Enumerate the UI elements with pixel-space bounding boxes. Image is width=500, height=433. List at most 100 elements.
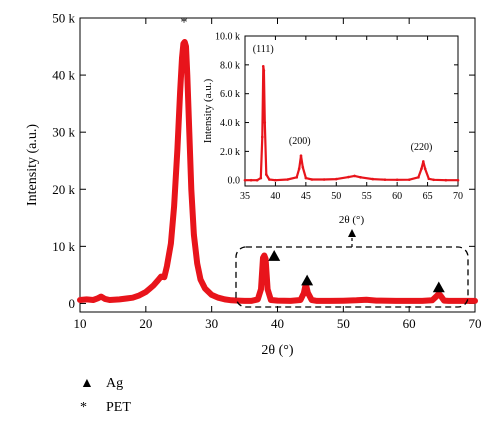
inset-x-tick-label: 55 [362,191,372,202]
main-x-tick-label: 60 [403,316,416,331]
inset-x-tick-label: 45 [301,191,311,202]
main-data-point [264,257,268,261]
inset-data-point [304,176,308,180]
main-data-point [210,293,214,297]
inset-data-point [261,135,264,139]
main-data-point [259,287,263,291]
main-y-tick-label: 0 [69,296,76,311]
main-data-point [216,296,220,300]
inset-y-tick-label: 10.0 k [215,32,240,43]
inset-data-point [395,178,399,182]
main-data-point [236,298,240,303]
main-data-point [437,292,441,296]
triangle-marker-icon: ▲ [80,376,94,391]
main-data-point [169,241,173,246]
inset-plot: 35 40 45 50 55 60 65 70 0.0 2.0 k 4.0 k 6.0 k 8.0 k 1… [202,32,463,227]
main-y-tick-label: 40 k [52,68,75,83]
inset-x-axis-label: 2θ (°) [339,214,365,226]
main-peak-annotation: * [181,16,188,31]
inset-data-point [456,178,460,182]
inset-data-point [353,174,356,178]
inset-data-point [299,154,303,158]
inset-data-point [295,176,299,179]
inset-data-point [286,178,289,181]
zoom-arrow-head-icon [348,229,356,237]
inset-data-point [268,178,271,181]
inset-data-point [359,176,362,179]
inset-data-point [427,177,431,181]
main-data-point [162,275,166,279]
main-data-point [159,275,163,279]
inset-y-tick-label: 4.0 k [220,118,240,129]
main-data-point [172,204,176,208]
main-data-point [374,298,378,303]
inset-y-tick-label: 6.0 k [220,89,240,100]
main-data-point [91,298,95,302]
inset-data-point [243,178,247,182]
main-data-point [108,298,112,302]
main-data-point [203,286,207,291]
main-data-point [131,296,135,300]
main-x-axis-label: 2θ (°) [261,343,293,358]
main-data-point [117,297,122,302]
main-data-point [256,297,260,302]
main-data-point [289,299,293,303]
main-data-point [302,291,306,295]
overlay [235,229,469,308]
inset-y-tick-label: 0.0 [228,176,241,187]
main-data-point [152,283,156,287]
main-ag-peak-marker [268,250,281,261]
main-data-point [137,293,141,298]
inset-background [245,36,458,186]
inset-data-point [334,177,338,181]
main-y-tick-label: 30 k [52,125,75,140]
main-data-point [96,296,100,300]
main-data-point [306,290,310,295]
main-x-tick-label: 50 [337,316,350,331]
inset-frame [244,35,459,187]
legend-item-pet: * PET [80,400,131,416]
inset-peak-annotation: (200) [289,136,311,147]
main-data-point [394,299,398,303]
main-data-point [354,298,359,302]
main-data-point [298,298,303,302]
inset-x-tick-label: 65 [423,191,433,202]
inset-data-point [432,178,435,182]
inset-peak-annotation: (220) [411,142,433,153]
inset-data-point [301,165,305,169]
main-x-tick-label: 10 [74,316,87,331]
main-data-point [269,298,273,302]
inset-x-tick-label: 50 [331,191,341,202]
main-data-point [223,297,227,302]
main-data-point [275,298,280,303]
main-data-point [364,298,368,302]
main-data-point [185,73,189,77]
main-data-point [175,147,180,151]
main-plot: 10 20 30 40 50 60 70 0 10 k 20 k 30 k 40 k 50 k 2θ (°… [25,11,482,358]
main-data-point [435,294,439,298]
inset-x-tick-label: 70 [453,191,463,202]
inset-data-point [310,178,314,181]
main-data-point [310,298,314,302]
inset-data-point [265,173,268,176]
legend-label-pet: PET [106,400,131,415]
inset-y-tick-label: 8.0 k [220,60,240,71]
inset-peak-annotation: (111) [253,44,274,55]
inset-data-point [259,176,263,180]
main-data-point [242,299,247,303]
main-data-point [442,298,446,303]
inset-data-point [263,121,267,124]
asterisk-marker-icon: * [80,400,87,415]
inset-y-tick-label: 2.0 k [220,147,240,158]
inset-x-tick-label: 35 [240,191,250,202]
inset-data-point [255,178,259,182]
main-data-point [78,298,82,302]
main-series-line [77,39,478,304]
main-data-point [148,286,152,291]
inset-data-point [262,69,266,72]
main-data-point [341,299,345,303]
main-x-tick-label: 30 [205,316,218,331]
main-data-point [165,264,169,268]
inset-data-point [408,178,411,181]
legend-label-ag: Ag [106,376,124,391]
